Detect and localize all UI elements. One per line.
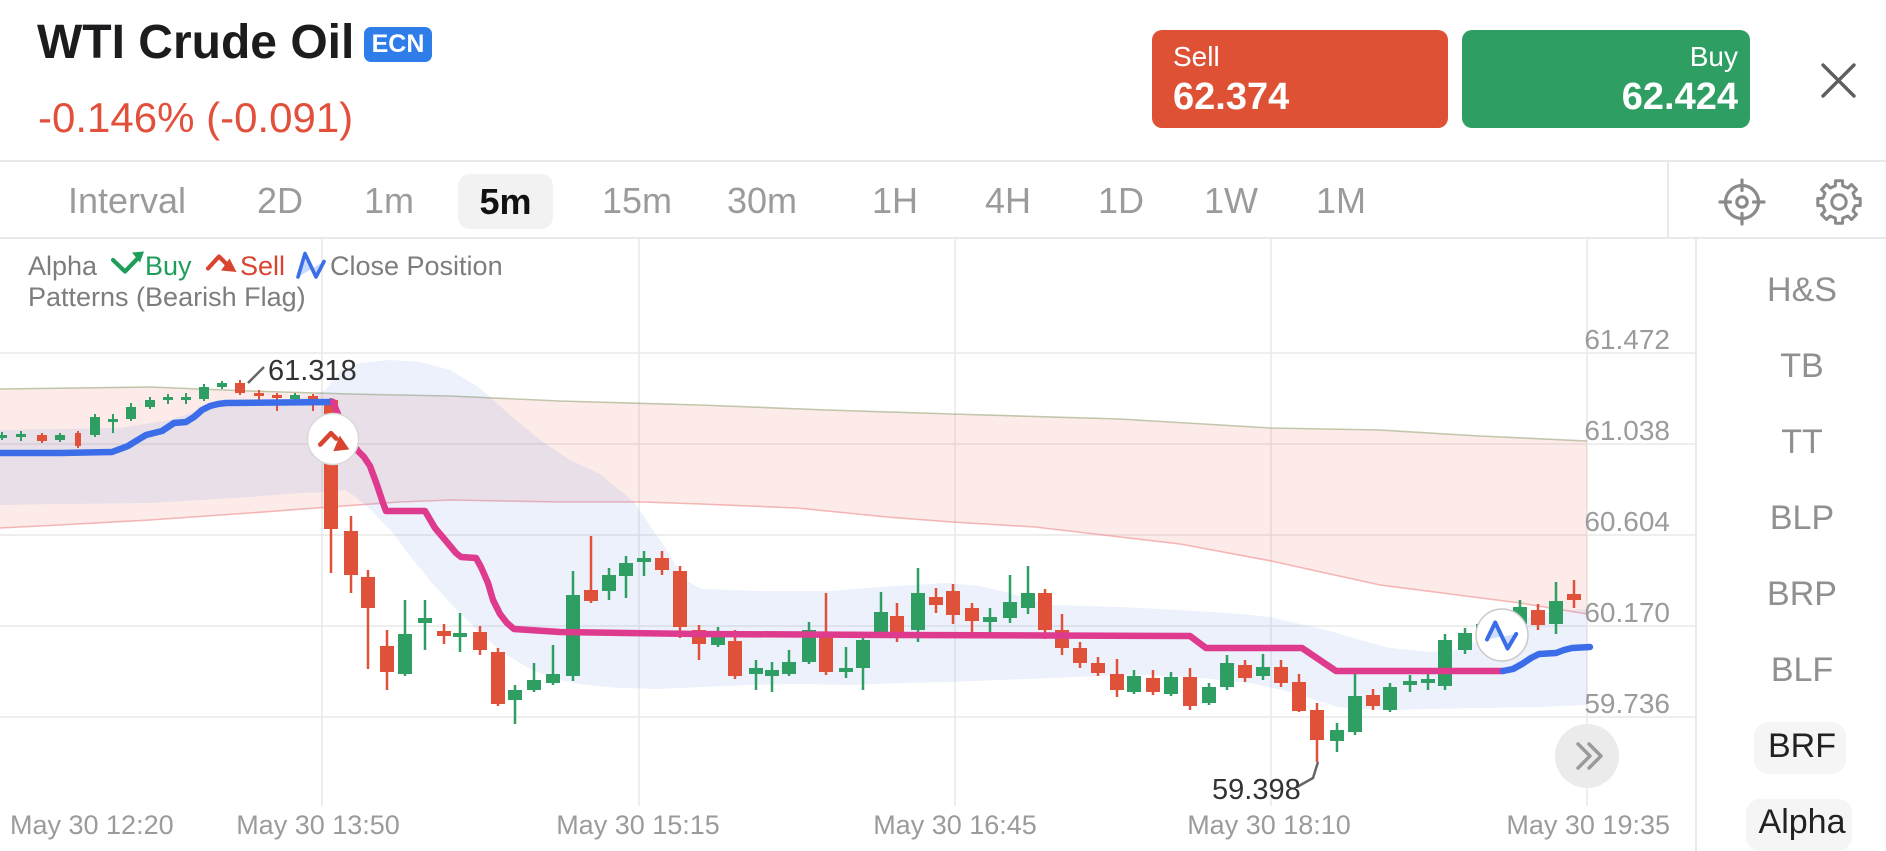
svg-text:59.398: 59.398 [1212, 774, 1301, 806]
svg-text:May 30 15:15: May 30 15:15 [556, 810, 720, 840]
svg-text:61.318: 61.318 [268, 355, 357, 387]
svg-text:Sell: Sell [240, 251, 285, 281]
svg-text:May 30 18:10: May 30 18:10 [1187, 810, 1351, 840]
svg-text:59.736: 59.736 [1584, 688, 1670, 719]
svg-text:May 30 12:20: May 30 12:20 [10, 810, 174, 840]
svg-text:May 30 13:50: May 30 13:50 [236, 810, 400, 840]
svg-text:May 30 16:45: May 30 16:45 [873, 810, 1037, 840]
svg-text:May 30 19:35: May 30 19:35 [1506, 810, 1670, 840]
svg-text:Buy: Buy [145, 251, 192, 281]
svg-text:61.038: 61.038 [1584, 415, 1670, 446]
svg-text:60.604: 60.604 [1584, 506, 1670, 537]
svg-text:Patterns (Bearish Flag): Patterns (Bearish Flag) [28, 282, 306, 312]
svg-text:60.170: 60.170 [1584, 597, 1670, 628]
svg-text:Alpha: Alpha [28, 251, 98, 281]
svg-text:Close Position: Close Position [330, 251, 503, 281]
svg-text:61.472: 61.472 [1584, 324, 1670, 355]
